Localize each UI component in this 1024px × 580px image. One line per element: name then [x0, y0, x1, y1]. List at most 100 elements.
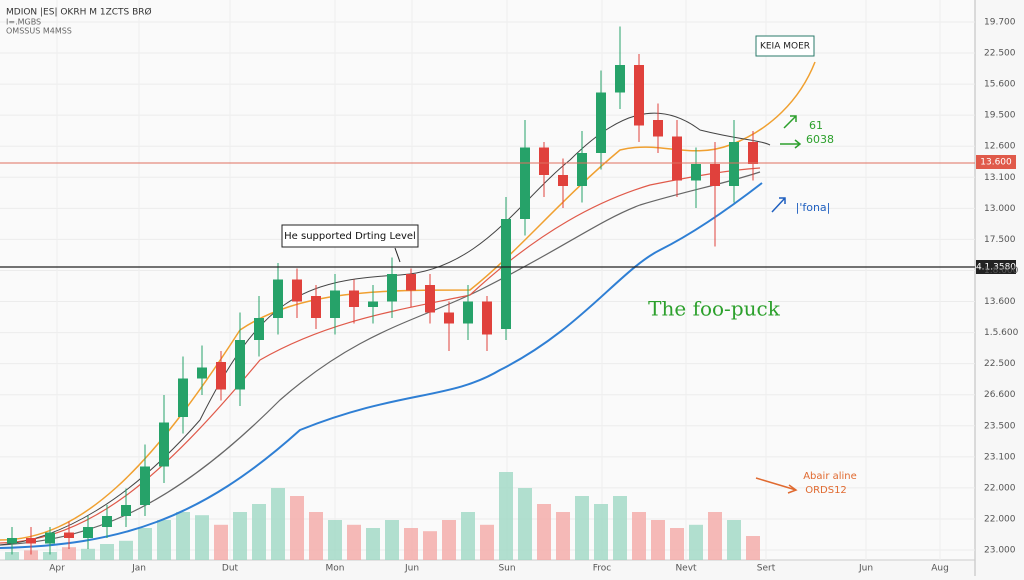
annotation: The foo-puck: [648, 297, 781, 321]
annotation-box: [755, 35, 815, 57]
price-tag: [976, 260, 1016, 274]
x-tick-label: Jun: [404, 564, 419, 574]
candle-body: [7, 538, 17, 544]
candle-body: [368, 301, 378, 307]
volume-bar: [480, 524, 494, 560]
candle-body: [748, 142, 758, 164]
y-tick-label: 15.600: [984, 80, 1016, 90]
candles: [7, 26, 758, 555]
candle-body: [45, 532, 55, 544]
volume-bar: [290, 496, 304, 560]
y-tick-label: 17.500: [984, 235, 1016, 245]
x-tick-label: Apr: [49, 564, 65, 574]
y-tick-label: 22.000: [984, 514, 1016, 524]
price-tag: [976, 155, 1016, 169]
candle-body: [140, 466, 150, 505]
volume-bar: [461, 512, 475, 560]
header-line: MDION |ES| OKRH M 1ZCTS BRØ: [6, 7, 152, 18]
volume-bar: [708, 512, 722, 560]
candle-body: [729, 142, 739, 186]
candle-body: [425, 285, 435, 313]
annotation: |'fona|: [796, 201, 831, 214]
y-tick-label: 1.5.600: [984, 328, 1019, 338]
candle-body: [349, 290, 359, 307]
candle-body: [26, 538, 36, 544]
annotation: 6038: [806, 133, 834, 146]
moving-average: [0, 112, 771, 546]
y-tick-label: 22.000: [984, 483, 1016, 493]
annotation-arrow: [755, 477, 798, 494]
x-tick-label: Jun: [858, 564, 873, 574]
annotation-pointer: [394, 247, 401, 263]
volume-bar: [119, 540, 133, 560]
volume-bar: [328, 520, 342, 560]
volume-bar: [404, 528, 418, 560]
annotation: KEIA MOER: [760, 42, 810, 52]
candle-body: [539, 147, 549, 175]
candle-body: [463, 301, 473, 324]
volume-bar: [43, 552, 57, 560]
volume-bar: [309, 512, 323, 560]
candle-body: [64, 532, 74, 538]
candle-body: [235, 340, 245, 390]
volume-bar: [746, 536, 760, 560]
moving-average: [0, 171, 761, 546]
y-tick-label: 23.500: [984, 421, 1016, 431]
candle-body: [482, 301, 492, 335]
x-tick-label: Jan: [131, 564, 146, 574]
x-tick-label: Aug: [931, 564, 949, 574]
candle-body: [406, 274, 416, 291]
candle-body: [83, 527, 93, 538]
y-tick-label: 1.8.600: [984, 266, 1019, 276]
candle-body: [558, 175, 568, 186]
candle-body: [121, 505, 131, 516]
annotation: Abair aline: [803, 471, 857, 482]
volume-bar: [689, 524, 703, 560]
candle-body: [330, 290, 340, 318]
candle-body: [520, 147, 530, 219]
candle-body: [273, 279, 283, 318]
volume-bar: [5, 552, 19, 560]
x-tick-label: Mon: [326, 564, 345, 574]
candle-body: [672, 136, 682, 181]
candle-body: [311, 296, 321, 318]
volume-bar: [347, 524, 361, 560]
volume-bar: [651, 520, 665, 560]
annotation-arrow: [771, 197, 786, 213]
annotation: 61: [809, 119, 823, 132]
y-tick-label: 23.100: [984, 452, 1016, 462]
y-tick-label: 13.600: [984, 297, 1016, 307]
annotation-box: [281, 224, 419, 248]
volume-bar: [62, 547, 76, 560]
y-tick-label: 22.500: [984, 49, 1016, 59]
x-tick-label: Froc: [593, 564, 612, 574]
volume-bar: [252, 504, 266, 560]
candle-body: [197, 367, 207, 379]
candle-body: [159, 422, 169, 467]
grid: [0, 0, 975, 560]
candle-body: [634, 65, 644, 126]
volume: [5, 472, 760, 560]
volume-bar: [613, 496, 627, 560]
y-tick-label: 23.000: [984, 546, 1016, 556]
volume-bar: [176, 512, 190, 560]
y-tick-label: 19.500: [984, 111, 1016, 121]
volume-bar: [214, 524, 228, 560]
volume-bar: [499, 472, 513, 560]
candle-body: [292, 279, 302, 302]
y-tick-label: 13.000: [984, 204, 1016, 214]
annotation-arrow: [780, 115, 802, 149]
price-tag-label: 4.1.3580: [976, 263, 1016, 273]
candle-body: [178, 378, 188, 417]
volume-bar: [385, 520, 399, 560]
volume-bar: [24, 550, 38, 560]
volume-bar: [670, 528, 684, 560]
x-tick-label: Nevt: [675, 564, 697, 574]
moving-average: [0, 182, 763, 549]
x-tick-label: Dut: [222, 564, 239, 574]
volume-bar: [157, 520, 171, 560]
x-tick-label: Sun: [498, 564, 515, 574]
volume-bar: [138, 528, 152, 560]
candle-body: [596, 92, 606, 153]
